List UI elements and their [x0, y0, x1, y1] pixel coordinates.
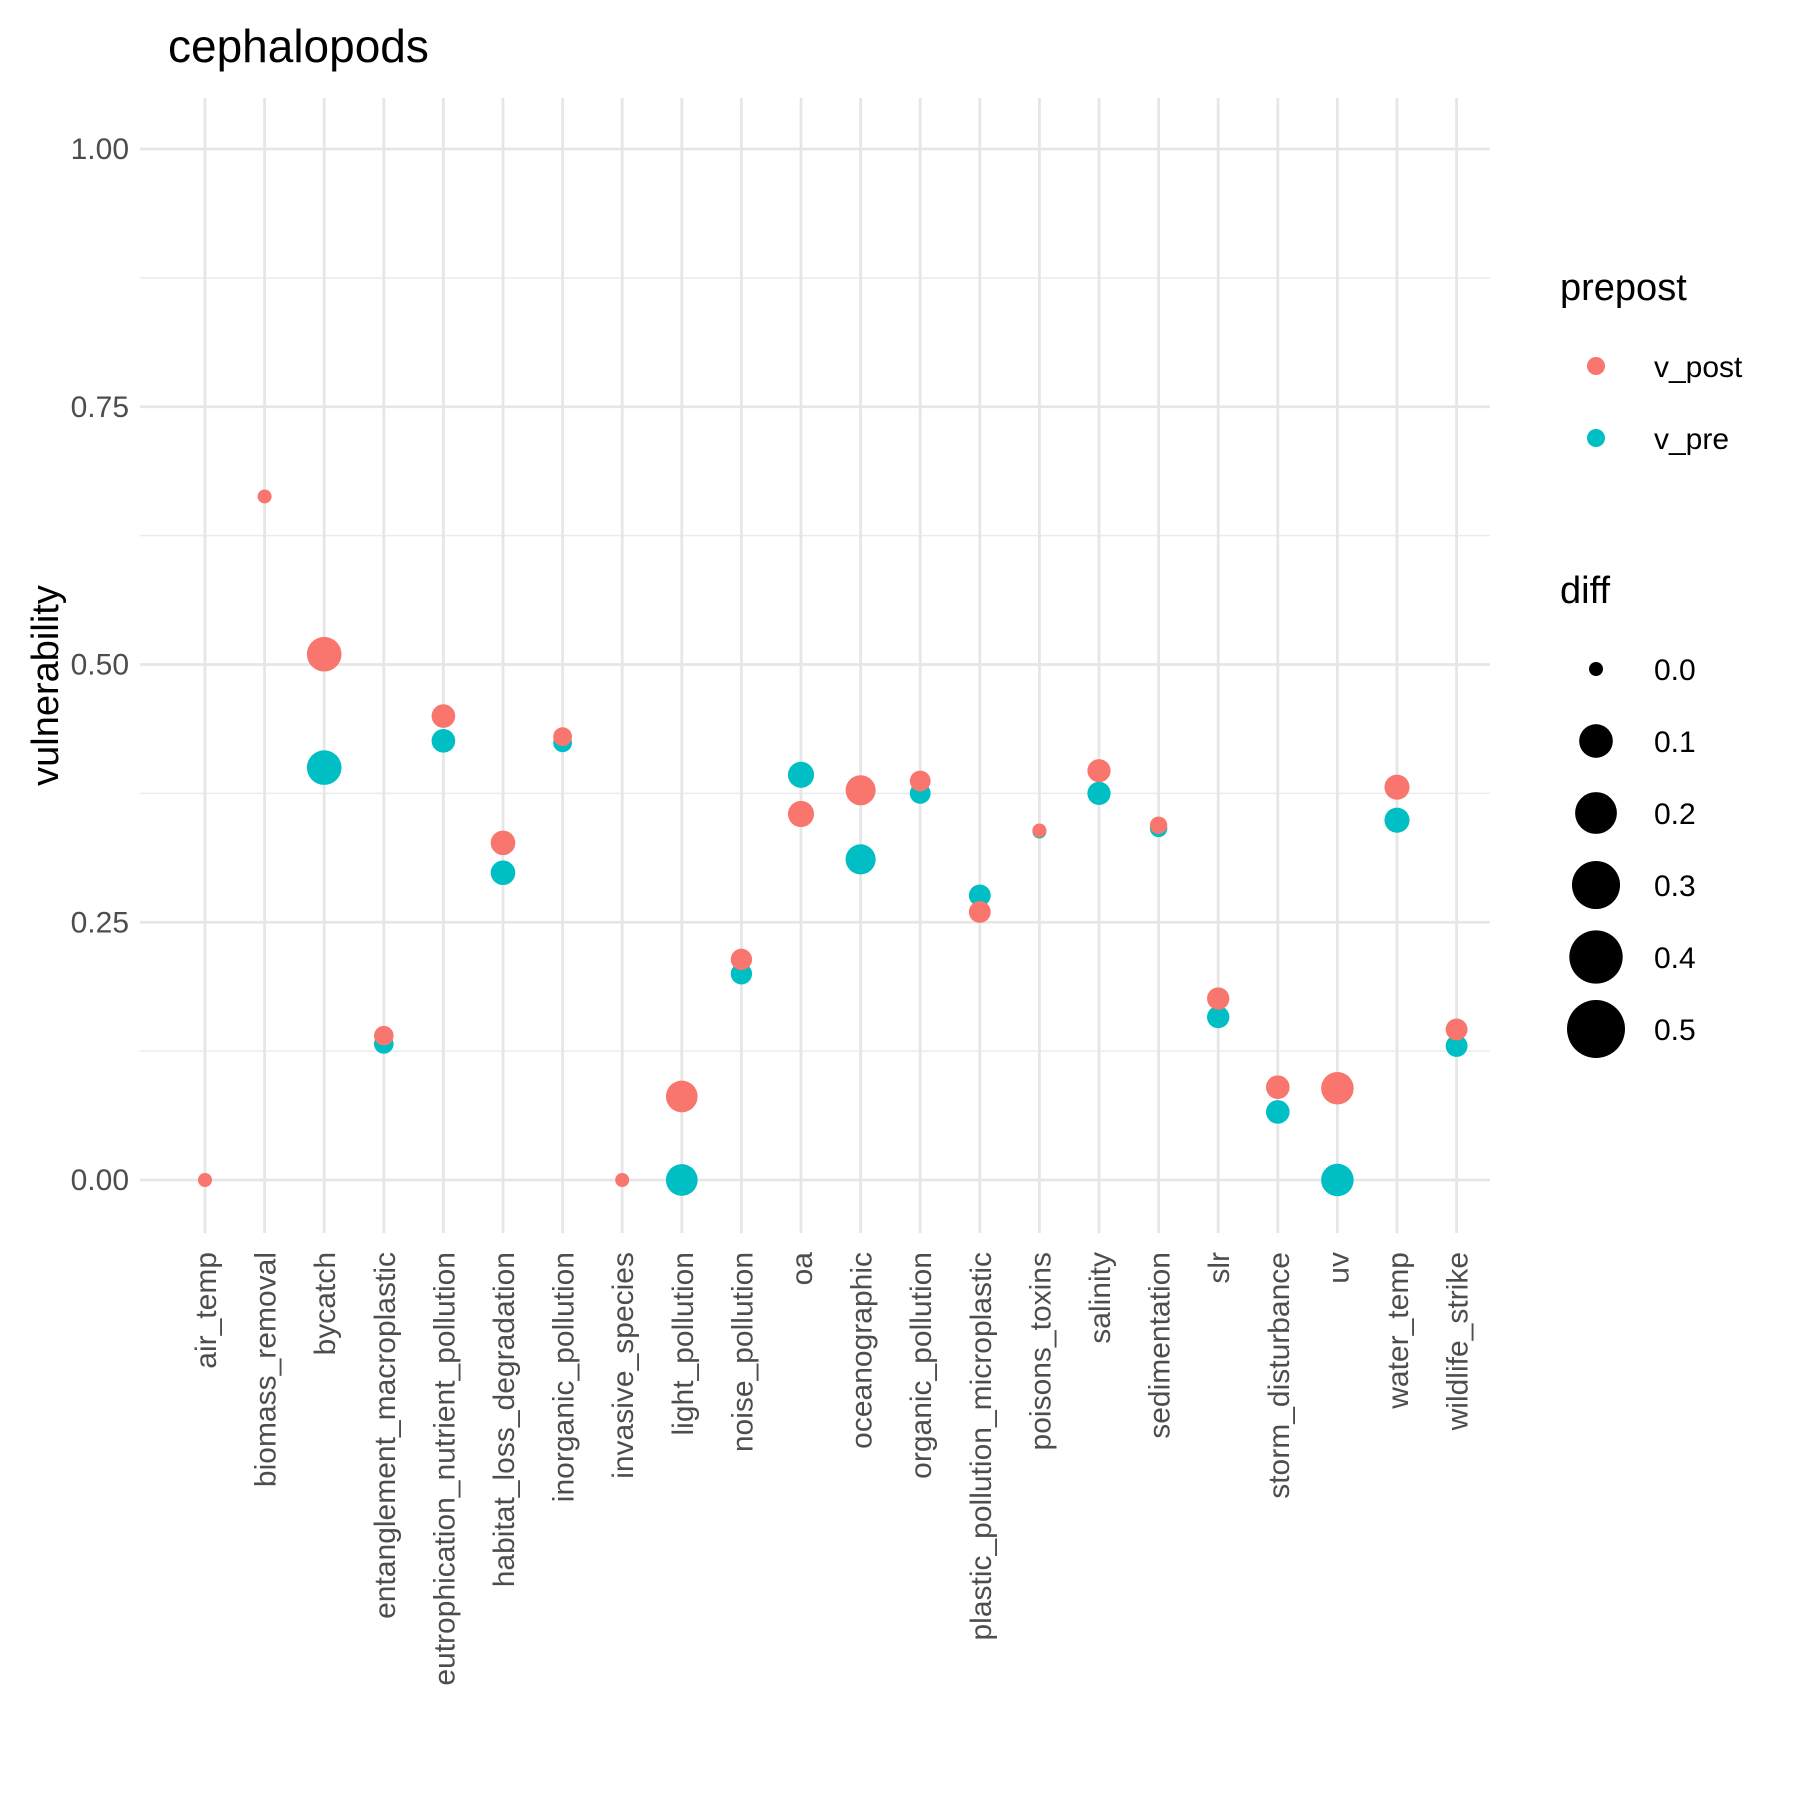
y-tick-label: 0.75 [71, 391, 129, 424]
legend: prepost diff v_post v_pre 0.0 0.1 0.2 0.3 0.4 0… [1560, 267, 1743, 1058]
legend-color-title: prepost [1560, 267, 1687, 309]
legend-size-label: 0.5 [1654, 1014, 1696, 1047]
legend-size-label: 0.2 [1654, 798, 1696, 831]
point-v_post-slr [1207, 987, 1230, 1010]
y-tick-label: 0.50 [71, 649, 129, 682]
point-v_pre-bycatch [306, 750, 342, 785]
x-tick-label: oa [786, 1252, 819, 1286]
x-tick-label: slr [1203, 1252, 1236, 1284]
axis-ticks: 0.00 0.25 0.50 0.75 1.00 air_temp biomass_remo… [71, 133, 1475, 1686]
point-v_post-uv [1321, 1071, 1354, 1105]
point-v_post-storm_disturbance [1265, 1075, 1290, 1100]
point-v_post-biomass_removal [257, 489, 272, 504]
point-v_pre-habitat_loss_degradation [490, 860, 516, 886]
x-tick-label: entanglement_macroplastic [369, 1252, 402, 1619]
x-tick-label: wildlife_strike [1442, 1252, 1475, 1431]
point-v_post-oa [787, 800, 815, 828]
point-v_post-wildlife_strike [1445, 1018, 1468, 1041]
x-tick-label: eutrophication_nutrient_pollution [428, 1252, 461, 1686]
x-tick-label: biomass_removal [250, 1252, 283, 1487]
point-v_pre-oceanographic [845, 844, 876, 875]
point-v_pre-storm_disturbance [1265, 1100, 1290, 1124]
x-tick-label: water_temp [1382, 1252, 1415, 1410]
point-v_post-eutrophication_nutrient_pollution [431, 704, 456, 728]
x-tick-label: light_pollution [667, 1252, 700, 1435]
x-tick-label: storm_disturbance [1263, 1252, 1296, 1499]
x-tick-label: bycatch [309, 1252, 342, 1355]
legend-size-key [1575, 792, 1617, 834]
x-tick-label: inorganic_pollution [548, 1252, 581, 1502]
x-tick-label: noise_pollution [726, 1252, 759, 1452]
legend-size-key [1579, 724, 1613, 758]
x-tick-label: air_temp [190, 1252, 223, 1369]
legend-size-title: diff [1560, 570, 1610, 612]
point-v_post-poisons_toxins [1032, 823, 1047, 838]
point-v_post-plastic_pollution_microplastic [968, 901, 991, 923]
point-v_post-habitat_loss_degradation [490, 830, 516, 856]
point-v_post-organic_pollution [909, 770, 931, 792]
point-v_pre-light_pollution [665, 1164, 698, 1196]
legend-size-label: 0.0 [1654, 654, 1696, 687]
x-tick-label: invasive_species [607, 1252, 640, 1479]
legend-size-label: 0.4 [1654, 942, 1696, 975]
y-tick-label: 1.00 [71, 133, 129, 166]
legend-label-v_post: v_post [1654, 351, 1743, 384]
point-v_post-oceanographic [845, 775, 876, 806]
x-tick-label: sedimentation [1144, 1252, 1177, 1439]
y-tick-label: 0.00 [71, 1164, 129, 1197]
point-v_post-invasive_species [615, 1173, 630, 1187]
x-tick-label: uv [1322, 1252, 1355, 1284]
point-v_post-salinity [1087, 759, 1111, 783]
x-tick-label: habitat_loss_degradation [488, 1252, 521, 1587]
y-axis-title: vulnerability [25, 585, 67, 786]
legend-label-v_pre: v_pre [1654, 423, 1729, 456]
point-v_post-light_pollution [665, 1080, 698, 1113]
x-tick-label: plastic_pollution_microplastic [965, 1252, 998, 1641]
x-tick-label: organic_pollution [905, 1252, 938, 1479]
point-v_pre-eutrophication_nutrient_pollution [431, 728, 456, 753]
data-points [198, 489, 1468, 1197]
x-tick-label: oceanographic [846, 1252, 879, 1449]
point-v_pre-slr [1207, 1005, 1230, 1029]
point-v_post-inorganic_pollution [553, 727, 573, 747]
point-v_pre-plastic_pollution_microplastic [968, 884, 991, 907]
legend-size-label: 0.1 [1654, 726, 1696, 759]
point-v_pre-water_temp [1384, 807, 1410, 833]
x-tick-label: salinity [1084, 1252, 1117, 1344]
chart-title: cephalopods [168, 20, 429, 72]
point-v_pre-wildlife_strike [1445, 1035, 1468, 1057]
point-v_post-sedimentation [1149, 816, 1168, 835]
point-v_pre-uv [1321, 1163, 1354, 1197]
legend-key-v_pre [1587, 429, 1605, 447]
point-v_post-air_temp [198, 1173, 212, 1187]
legend-key-v_post [1587, 357, 1605, 375]
legend-size-key [1569, 930, 1623, 984]
legend-size-key [1567, 1000, 1625, 1058]
legend-size-key [1589, 662, 1603, 676]
x-tick-label: poisons_toxins [1024, 1252, 1057, 1450]
point-v_pre-oa [787, 761, 815, 788]
point-v_post-water_temp [1384, 774, 1410, 800]
legend-size-key [1571, 860, 1621, 910]
point-v_post-noise_pollution [730, 948, 753, 971]
grid-lines [140, 98, 1490, 1233]
y-tick-label: 0.25 [71, 906, 129, 939]
point-v_post-bycatch [306, 636, 342, 672]
legend-size-label: 0.3 [1654, 870, 1696, 903]
point-v_pre-salinity [1087, 781, 1111, 805]
point-v_post-entanglement_macroplastic [374, 1025, 394, 1046]
